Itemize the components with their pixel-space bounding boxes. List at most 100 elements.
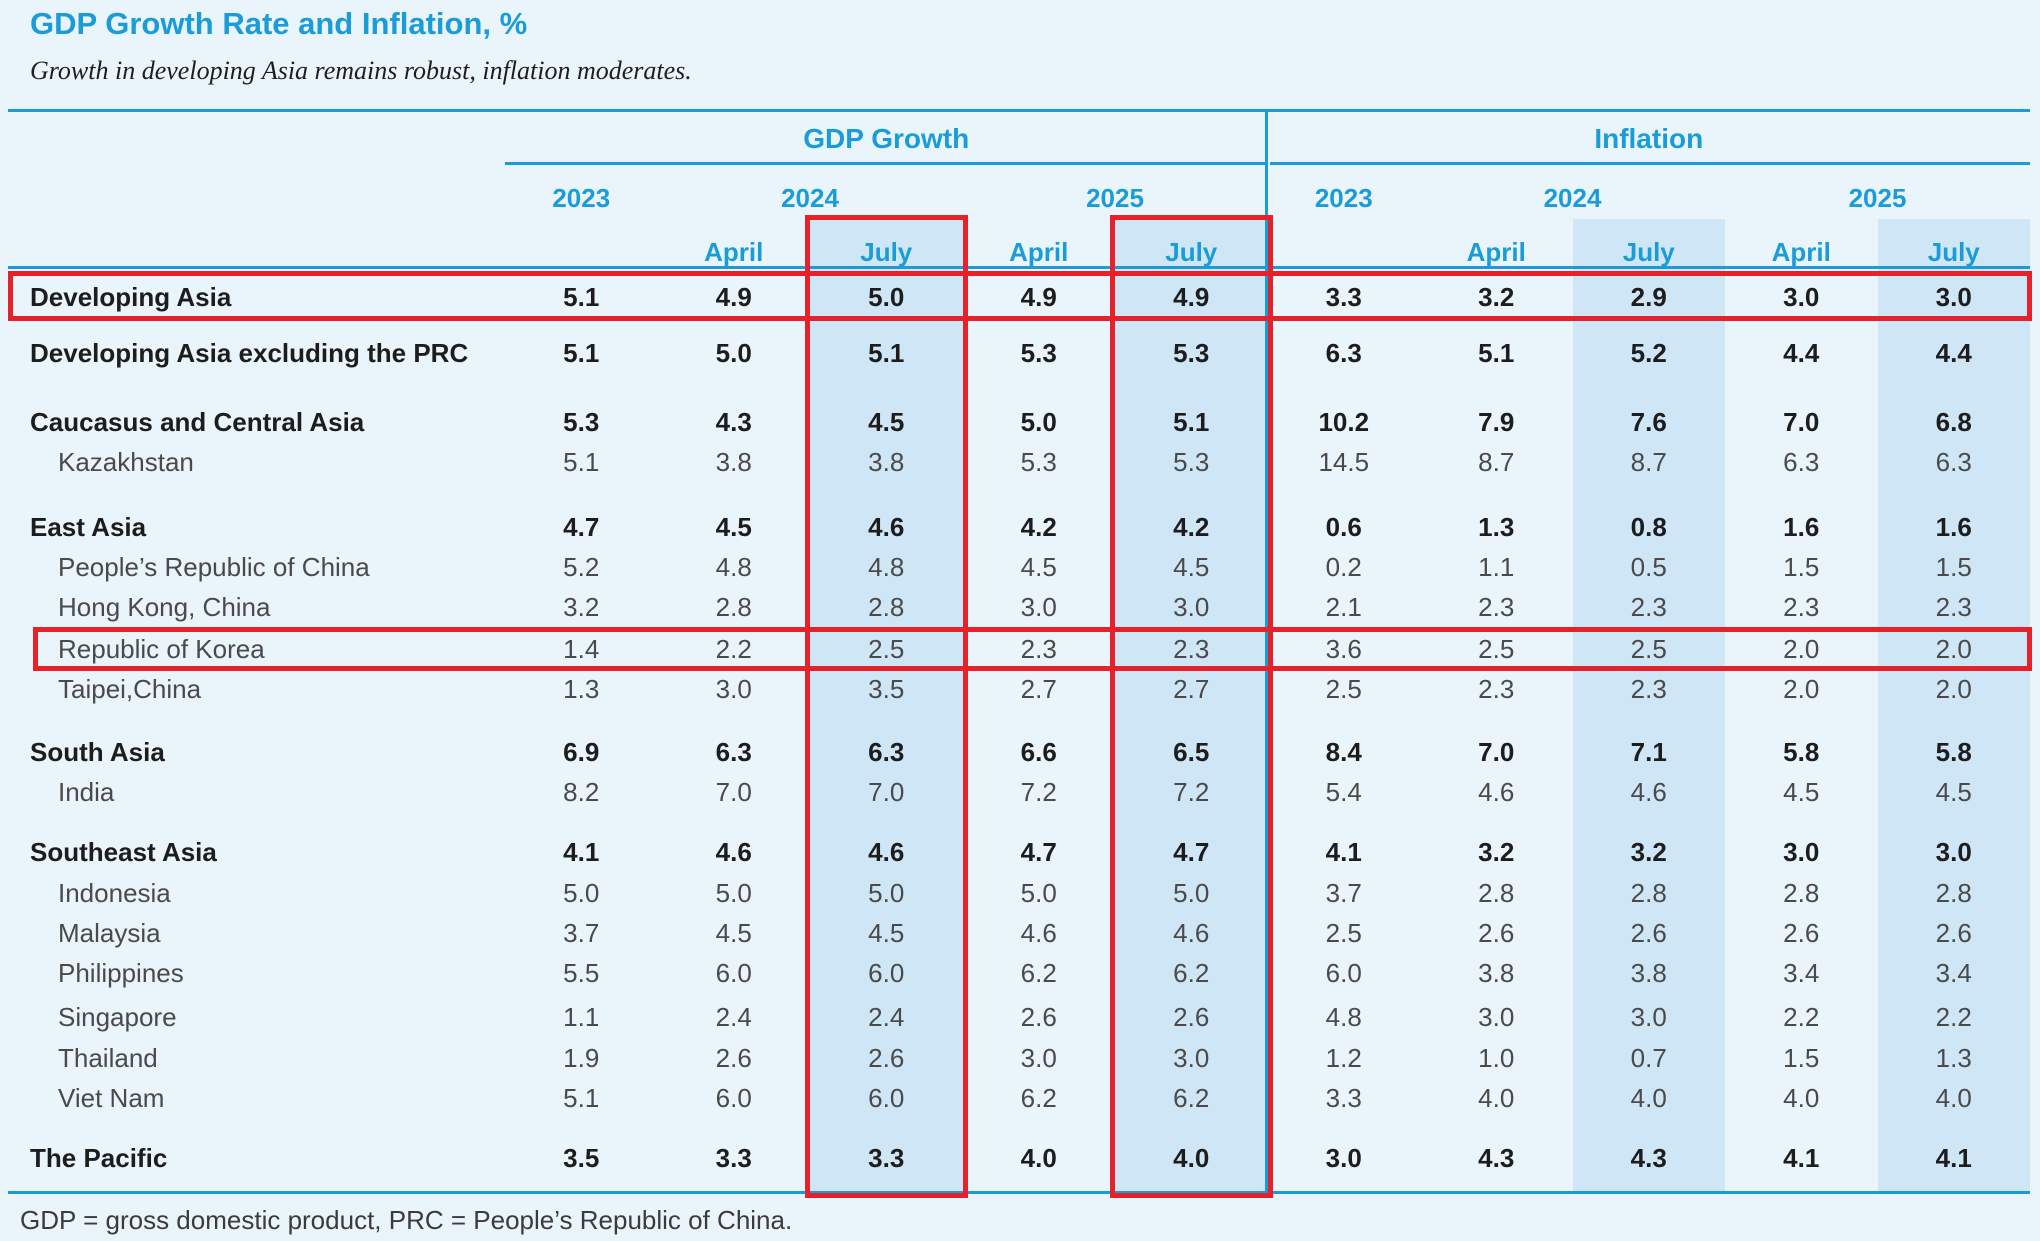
value-cell: 3.0	[1173, 1042, 1210, 1073]
row-label: India	[58, 776, 115, 807]
table-footnote: GDP = gross domestic product, PRC = Peop…	[20, 1205, 793, 1235]
shaded-column-gdp-july-2024	[810, 219, 963, 1191]
value-cell: 6.3	[868, 736, 905, 767]
table-row: Taipei,China 1.3 3.0 3.5 2.7 2.7 2.5 2.3 2.3 2.0 2…	[8, 669, 2030, 709]
value-cell: 2.4	[715, 1001, 752, 1032]
value-cell: 3.7	[1325, 877, 1362, 908]
value-cell: 5.8	[1935, 736, 1972, 767]
value-cell: 4.9	[715, 281, 752, 312]
value-cell: 4.5	[715, 511, 752, 542]
row-label: Republic of Korea	[58, 633, 265, 664]
red-highlight-box-gdp-july-2025-column	[1110, 215, 1273, 1198]
row-label: Southeast Asia	[30, 836, 217, 867]
value-cell: 4.6	[1630, 776, 1667, 807]
value-cell: 4.7	[1020, 836, 1057, 867]
value-cell: 4.3	[715, 406, 752, 437]
value-cell: 2.6	[1630, 917, 1667, 948]
value-cell: 5.4	[1325, 776, 1362, 807]
value-cell: 2.9	[1630, 281, 1667, 312]
value-cell: 2.8	[1478, 877, 1515, 908]
value-cell: 3.0	[1783, 281, 1820, 312]
value-cell: 4.1	[1935, 1142, 1972, 1173]
value-cell: 2.6	[868, 1042, 905, 1073]
value-cell: 2.8	[1783, 877, 1820, 908]
value-cell: 6.5	[1173, 736, 1210, 767]
value-cell: 4.9	[1020, 281, 1057, 312]
value-cell: 4.2	[1173, 511, 1210, 542]
value-cell: 2.3	[1478, 591, 1515, 622]
value-cell: 8.2	[563, 776, 600, 807]
row-label: Developing Asia excluding the PRC	[30, 337, 469, 368]
table-row: Kazakhstan 5.1 3.8 3.8 5.3 5.3 14.5 8.7 8.7 6.3 6.…	[8, 442, 2030, 482]
value-cell: 3.8	[1630, 957, 1667, 988]
value-cell: 4.6	[868, 836, 905, 867]
value-cell: 4.5	[868, 406, 905, 437]
value-cell: 6.2	[1173, 1082, 1210, 1113]
value-cell: 3.2	[563, 591, 600, 622]
value-cell: 4.4	[1935, 337, 1972, 368]
value-cell: 4.1	[563, 836, 600, 867]
value-cell: 5.0	[1173, 877, 1210, 908]
value-cell: 6.3	[1325, 337, 1362, 368]
value-cell: 4.6	[868, 511, 905, 542]
value-cell: 7.6	[1630, 406, 1667, 437]
value-cell: 2.2	[715, 633, 752, 664]
value-cell: 3.8	[715, 446, 752, 477]
row-label: People’s Republic of China	[58, 551, 370, 582]
value-cell: 2.0	[1935, 673, 1972, 704]
value-cell: 6.6	[1020, 736, 1057, 767]
value-cell: 1.4	[563, 633, 600, 664]
value-cell: 4.9	[1173, 281, 1210, 312]
value-cell: 2.6	[1020, 1001, 1057, 1032]
value-cell: 0.5	[1630, 551, 1667, 582]
value-cell: 1.5	[1935, 551, 1972, 582]
shaded-column-inflation-july-2025	[1877, 219, 2030, 1191]
value-cell: 2.6	[1173, 1001, 1210, 1032]
year-inflation-2025: 2025	[1848, 183, 1907, 213]
value-cell: 6.3	[1935, 446, 1972, 477]
value-cell: 5.3	[1173, 337, 1210, 368]
value-cell: 5.3	[1020, 337, 1057, 368]
value-cell: 3.0	[715, 673, 752, 704]
value-cell: 4.1	[1325, 836, 1362, 867]
inflation-group-underline	[1270, 162, 2030, 165]
value-cell: 6.3	[715, 736, 752, 767]
value-cell: 1.6	[1783, 511, 1820, 542]
month-inflation-2025-april: April	[1771, 237, 1831, 267]
value-cell: 2.5	[1325, 673, 1362, 704]
table-row: India 8.2 7.0 7.0 7.2 7.2 5.4 4.6 4.6 4.5 4.5	[8, 772, 2030, 812]
year-gdp-2025: 2025	[1086, 183, 1144, 213]
value-cell: 5.0	[868, 281, 905, 312]
value-cell: 14.5	[1318, 446, 1370, 477]
value-cell: 4.4	[1783, 337, 1820, 368]
value-cell: 3.4	[1783, 957, 1820, 988]
value-cell: 3.3	[868, 1142, 905, 1173]
table-row: Indonesia 5.0 5.0 5.0 5.0 5.0 3.7 2.8 2.8 2.8 2.8	[8, 873, 2030, 913]
value-cell: 2.4	[868, 1001, 905, 1032]
value-cell: 6.8	[1935, 406, 1972, 437]
table-row: The Pacific 3.5 3.3 3.3 4.0 4.0 3.0 4.3 4.3 4.1 4.…	[8, 1138, 2030, 1178]
value-cell: 2.3	[1935, 591, 1972, 622]
table-row: Malaysia 3.7 4.5 4.5 4.6 4.6 2.5 2.6 2.6 2.6 2.6	[8, 913, 2030, 953]
value-cell: 5.1	[563, 337, 600, 368]
group-header-gdp-growth: GDP Growth	[803, 123, 970, 154]
value-cell: 2.1	[1325, 591, 1362, 622]
value-cell: 7.2	[1173, 776, 1210, 807]
value-cell: 4.0	[1478, 1082, 1515, 1113]
value-cell: 2.8	[868, 591, 905, 622]
value-cell: 6.9	[563, 736, 600, 767]
value-cell: 7.9	[1478, 406, 1515, 437]
value-cell: 5.1	[1173, 406, 1210, 437]
value-cell: 3.0	[1478, 1001, 1515, 1032]
value-cell: 3.3	[1325, 281, 1362, 312]
table-row: Philippines 5.5 6.0 6.0 6.2 6.2 6.0 3.8 3.8 3.4 3.…	[8, 953, 2030, 993]
value-cell: 4.5	[1173, 551, 1210, 582]
value-cell: 3.2	[1478, 836, 1515, 867]
value-cell: 2.6	[1478, 917, 1515, 948]
table-row: South Asia 6.9 6.3 6.3 6.6 6.5 8.4 7.0 7.1 5.8 5.8	[8, 732, 2030, 772]
value-cell: 4.3	[1630, 1142, 1667, 1173]
value-cell: 7.0	[1783, 406, 1820, 437]
table-row: East Asia 4.7 4.5 4.6 4.2 4.2 0.6 1.3 0.8 1.6 1.6	[8, 507, 2030, 547]
year-header-row: 2023 2024 2025 2023 2024 2025	[8, 178, 2030, 218]
value-cell: 7.1	[1630, 736, 1667, 767]
